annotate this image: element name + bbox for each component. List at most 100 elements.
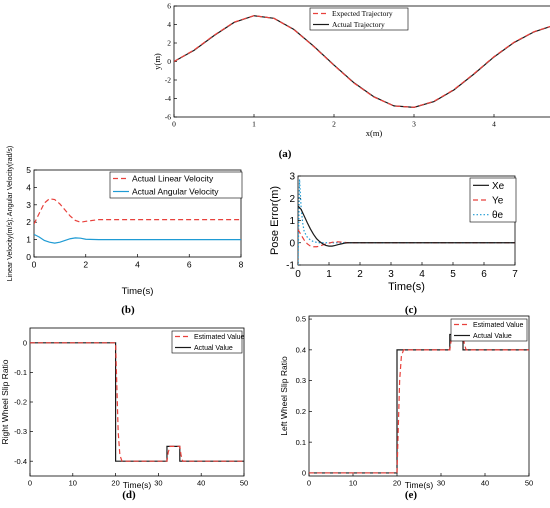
legend-label: Actual Angular Velocity: [132, 186, 219, 196]
y-axis-label: Right Wheel Slip Ratio: [0, 359, 10, 444]
x-tick-label: 1: [252, 120, 256, 129]
x-tick-label: 5: [450, 269, 456, 280]
x-axis-label: Time(s): [405, 480, 434, 490]
x-tick-label: 40: [481, 479, 489, 488]
legend: Estimated Value Actual Value: [171, 330, 245, 354]
x-tick-label: 3: [388, 269, 394, 280]
x-tick-label: 0: [172, 120, 176, 129]
series-line-1: [309, 333, 529, 474]
x-axis-label: x(m): [366, 128, 383, 138]
x-tick-label: 40: [197, 479, 205, 488]
y-tick-label: -2: [165, 76, 171, 85]
y-tick-label: 3: [26, 200, 31, 210]
y-tick-label: 5: [26, 165, 31, 175]
series-line-1: [174, 15, 550, 108]
y-tick-label: 0.4: [296, 345, 306, 354]
x-axis-label: Time(s): [123, 480, 152, 490]
y-tick-label: 0.5: [296, 315, 306, 324]
x-tick-label: 4: [419, 269, 425, 280]
panel-label: (a): [279, 148, 292, 160]
series-line-1: [298, 205, 515, 247]
x-tick-label: 50: [240, 479, 248, 488]
legend-label: θe: [492, 210, 504, 221]
y-tick-label: -0.2: [14, 398, 27, 407]
x-tick-label: 20: [393, 479, 401, 488]
x-axis-label: Time(s): [388, 281, 425, 293]
x-tick-label: 8: [239, 260, 244, 270]
legend-label: Estimated Value: [194, 334, 245, 341]
y-tick-label: 0: [167, 57, 171, 66]
y-tick-label: 0: [302, 469, 306, 478]
plot-frame: [308, 315, 530, 477]
y-tick-label: -1: [286, 261, 295, 272]
panel-label: (b): [121, 304, 135, 316]
y-tick-label: 3: [289, 172, 295, 183]
y-tick-label: -6: [165, 113, 171, 122]
y-tick-label: 6: [167, 2, 171, 11]
y-tick-label: -4: [165, 94, 171, 103]
y-tick-label: 0.2: [296, 407, 306, 416]
chart-panel-b: 0 2 4 6 8 0 1 2 3 4 5 Time(s) Linear Velocity(m/s); …: [7, 146, 244, 316]
y-tick-label: 0: [289, 238, 295, 249]
y-tick-label: 0: [26, 252, 31, 262]
x-tick-label: 7: [512, 269, 518, 280]
x-tick-label: 2: [332, 120, 336, 129]
legend: Xe Ye θe: [469, 177, 517, 223]
y-tick-label: 2: [26, 217, 31, 227]
y-tick-label: 2: [289, 194, 295, 205]
x-tick-label: 0: [28, 479, 32, 488]
y-tick-label: 1: [289, 216, 295, 227]
x-tick-label: 6: [187, 260, 192, 270]
y-axis-label: y(m): [152, 53, 162, 70]
series-line-2: [34, 233, 241, 244]
x-tick-label: 1: [326, 269, 332, 280]
x-tick-label: 50: [525, 479, 533, 488]
x-tick-label: 30: [154, 479, 162, 488]
legend-label: Xe: [492, 181, 505, 192]
chart-panel-d: 0 10 20 30 40 50 -0.4 -0.3 -0.2 -0.1 0 Time(s) Right…: [0, 327, 248, 501]
x-tick-label: 4: [135, 260, 140, 270]
x-tick-label: 6: [481, 269, 487, 280]
y-tick-label: 2: [167, 39, 171, 48]
legend-box: [109, 171, 243, 199]
y-tick-label: 4: [26, 182, 31, 192]
series-line-1: [30, 342, 244, 462]
x-tick-label: 0: [295, 269, 301, 280]
x-tick-label: 10: [69, 479, 77, 488]
x-tick-label: 4: [492, 120, 496, 129]
x-tick-label: 0: [32, 260, 37, 270]
y-tick-label: -0.3: [14, 427, 27, 436]
y-tick-label: 0.1: [296, 438, 306, 447]
x-axis-label: Time(s): [122, 286, 154, 297]
legend-label: Estimated Value: [473, 322, 524, 329]
panel-label: (e): [405, 489, 418, 501]
legend-label: Actual Value: [473, 333, 512, 340]
x-tick-label: 20: [111, 479, 119, 488]
chart-panel-e: 0 10 20 30 40 50 0 0.1 0.2 0.3 0.4 0.5 Time(s) Left W…: [279, 315, 533, 501]
x-tick-label: 30: [437, 479, 445, 488]
legend-label: Actual Trajectory: [332, 20, 385, 29]
x-tick-label: 3: [412, 120, 416, 129]
y-tick-label: 0.3: [296, 376, 306, 385]
legend-label: Expected Trajectory: [332, 9, 393, 18]
series-line-1: [34, 198, 241, 225]
legend-box: [309, 7, 409, 31]
panel-label: (c): [405, 304, 418, 316]
x-tick-label: 2: [83, 260, 88, 270]
y-axis-label: Pose Error(m): [269, 186, 281, 255]
legend: Actual Linear Velocity Actual Angular Vel…: [109, 171, 243, 199]
y-tick-label: 4: [167, 20, 171, 29]
legend: Estimated Value Actual Value: [450, 318, 528, 342]
legend-label: Ye: [492, 196, 504, 207]
y-tick-label: -0.4: [14, 457, 27, 466]
panel-label: (d): [122, 489, 136, 501]
x-tick-label: 2: [357, 269, 363, 280]
x-tick-label: 0: [307, 479, 311, 488]
y-tick-label: 1: [26, 235, 31, 245]
y-tick-label: 0: [23, 338, 27, 347]
y-axis-label: Left Wheel Slip Ratio: [279, 356, 289, 436]
